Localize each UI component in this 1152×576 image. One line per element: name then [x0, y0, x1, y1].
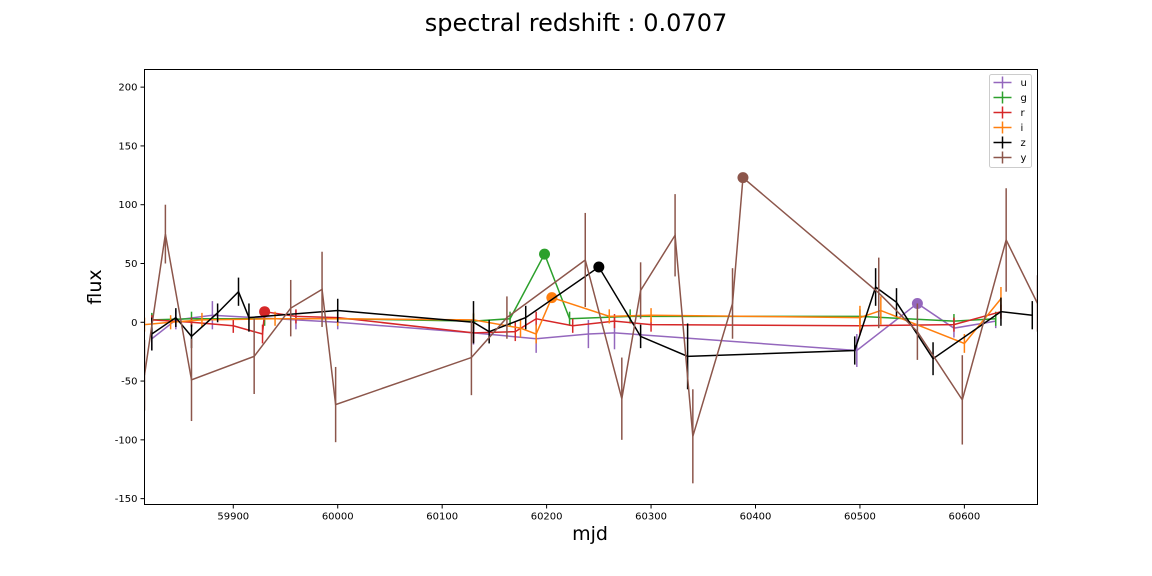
series-layer: [144, 172, 1038, 484]
y-axis: -150 -100 -50 0 50 100 150 200: [115, 83, 145, 505]
peak-marker-z: [593, 261, 605, 273]
peak-marker-y: [737, 172, 749, 184]
x-tick-label: 60400: [740, 512, 772, 523]
y-tick-label: -100: [115, 435, 138, 446]
x-tick-label: 60300: [635, 512, 667, 523]
legend-item-i: i: [993, 121, 1024, 134]
x-tick-label: 60100: [426, 512, 458, 523]
x-axis: 59900 60000 60100 60200 60300 60400 60500 60600: [217, 504, 980, 523]
legend-label: u: [1021, 78, 1027, 89]
legend-label: y: [1021, 153, 1027, 164]
legend-item-z: z: [993, 136, 1026, 149]
series-g: [151, 248, 997, 329]
plot-area-frame: [144, 69, 1038, 505]
y-tick-label: -50: [121, 377, 137, 388]
x-tick-label: 60600: [948, 512, 980, 523]
peak-marker-g: [539, 248, 551, 260]
series-line-g: [151, 252, 996, 322]
legend-label: g: [1021, 93, 1027, 104]
y-tick-label: 0: [131, 318, 137, 329]
x-axis-label: mjd: [572, 523, 608, 545]
series-line-u: [151, 302, 996, 352]
y-tick-label: 100: [118, 200, 137, 211]
x-tick-label: 59900: [217, 512, 249, 523]
series-y: [144, 172, 1038, 484]
legend-label: z: [1021, 138, 1026, 149]
y-tick-label: 200: [118, 83, 137, 94]
legend-item-u: u: [993, 76, 1027, 89]
legend-item-r: r: [993, 106, 1026, 119]
x-tick-label: 60000: [322, 512, 354, 523]
x-tick-label: 60500: [844, 512, 876, 523]
legend-label: r: [1021, 108, 1026, 119]
peak-marker-r: [259, 306, 271, 318]
y-tick-label: 150: [118, 141, 137, 152]
peak-marker-i: [546, 292, 558, 304]
chart-title: spectral redshift : 0.0707: [425, 9, 727, 37]
legend-label: i: [1021, 123, 1024, 134]
y-tick-label: 50: [125, 259, 138, 270]
series-line-y: [144, 176, 1038, 437]
series-line-z: [151, 265, 1033, 360]
legend-item-g: g: [993, 91, 1027, 104]
y-axis-label: flux: [84, 269, 106, 304]
y-tick-label: -150: [115, 494, 138, 505]
legend-item-y: y: [993, 151, 1027, 164]
x-tick-label: 60200: [531, 512, 563, 523]
